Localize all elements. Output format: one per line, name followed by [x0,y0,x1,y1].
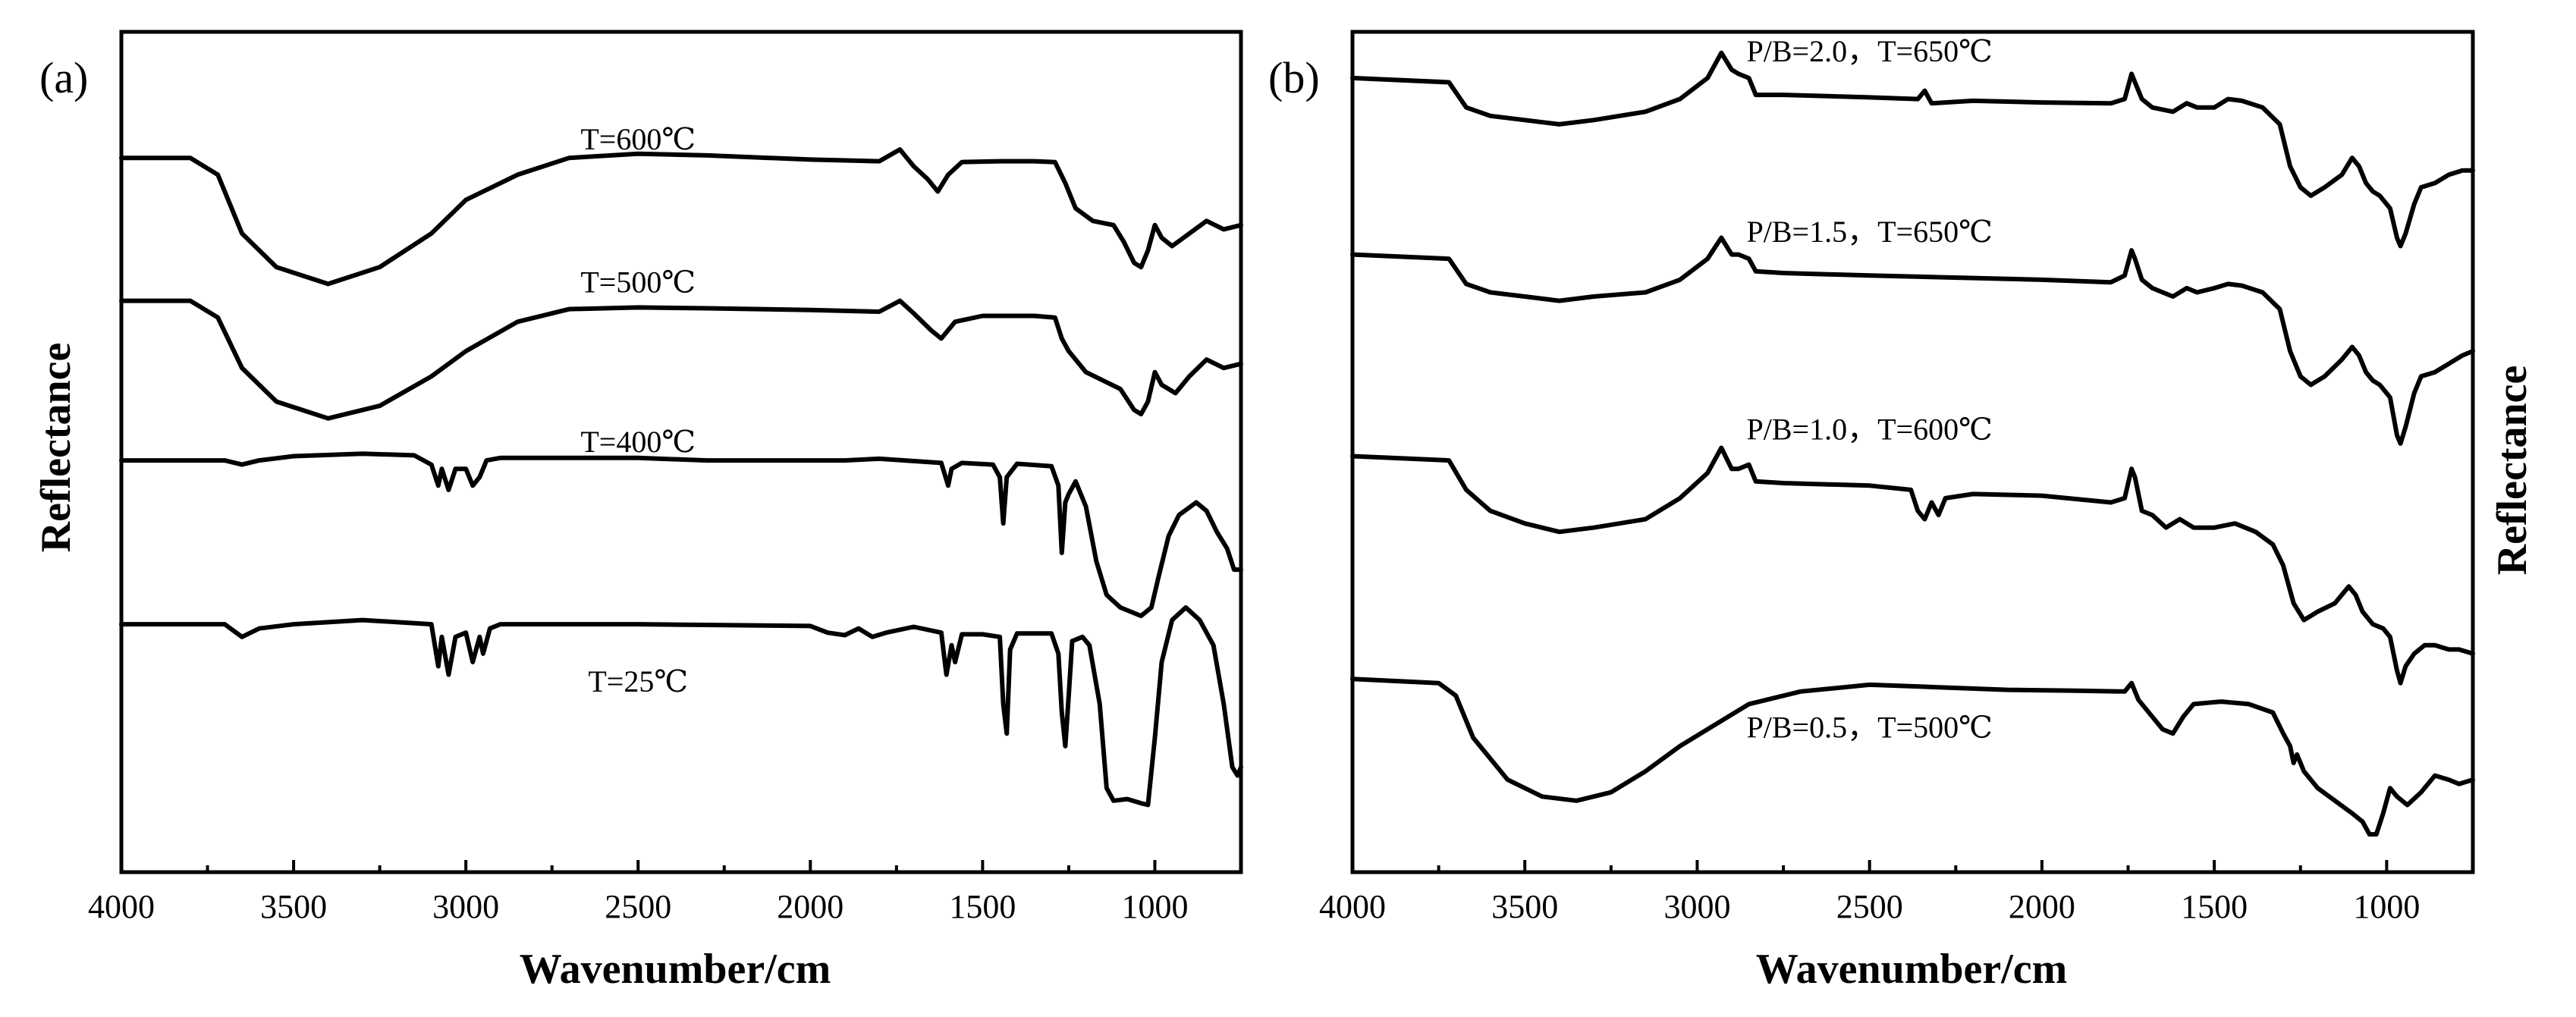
panel-b-xlabel: Wavenumber/cm [1756,946,2068,993]
x-tick-label-a-2500: 2500 [605,888,671,925]
x-tick-label-b-4000: 4000 [1319,888,1386,925]
spectrum-line-a-2 [119,451,1243,619]
x-tick-label-b-3000: 3000 [1663,888,1730,925]
x-tick-label-a-4000: 4000 [88,888,155,925]
series-label-a-2: T=400℃ [580,425,696,459]
panel-a: (a) Reflectance Wavenumber/cm 4000 3500 30… [33,30,1243,993]
plot-frame-b [1350,30,2475,874]
panel-a-letter: (a) [39,53,88,102]
x-tick-label-a-1000: 1000 [1121,888,1188,925]
spectrum-line-a-3 [119,605,1243,808]
spectrum-line-b-0 [1350,50,2475,249]
panel-b-letter: (b) [1268,53,1320,102]
x-tick-label-b-2000: 2000 [2009,888,2075,925]
series-label-a-3: T=25℃ [588,664,688,698]
spectrum-line-b-3 [1350,676,2475,837]
series-label-a-0: T=600℃ [580,122,696,156]
x-tick-label-b-3500: 3500 [1491,888,1558,925]
series-label-a-1: T=500℃ [580,265,696,299]
series-label-b-1: P/B=1.5，T=650℃ [1747,215,1993,249]
x-tick-label-a-2000: 2000 [777,888,843,925]
panel-b-ylabel: Reflectance [2489,366,2536,576]
panel-a-xlabel: Wavenumber/cm [520,946,831,993]
panel-b: (b) Reflectance Wavenumber/cm 4000 3500 30… [1268,30,2536,993]
series-label-b-0: P/B=2.0，T=650℃ [1747,34,1993,68]
x-tick-label-a-3500: 3500 [260,888,327,925]
x-tick-label-b-2500: 2500 [1836,888,1903,925]
series-label-b-2: P/B=1.0，T=600℃ [1747,412,1993,446]
spectrum-line-a-0 [119,147,1243,287]
x-tick-label-b-1000: 1000 [2353,888,2420,925]
x-tick-label-a-1500: 1500 [949,888,1016,925]
x-tick-label-a-3000: 3000 [432,888,499,925]
panel-a-ylabel: Reflectance [33,343,80,553]
spectrum-line-b-2 [1350,445,2475,686]
spectrum-line-a-1 [119,298,1243,421]
spectrum-line-b-1 [1350,235,2475,446]
plot-frame-a [119,30,1243,874]
x-tick-label-b-1500: 1500 [2181,888,2248,925]
series-label-b-3: P/B=0.5，T=500℃ [1747,711,1993,745]
